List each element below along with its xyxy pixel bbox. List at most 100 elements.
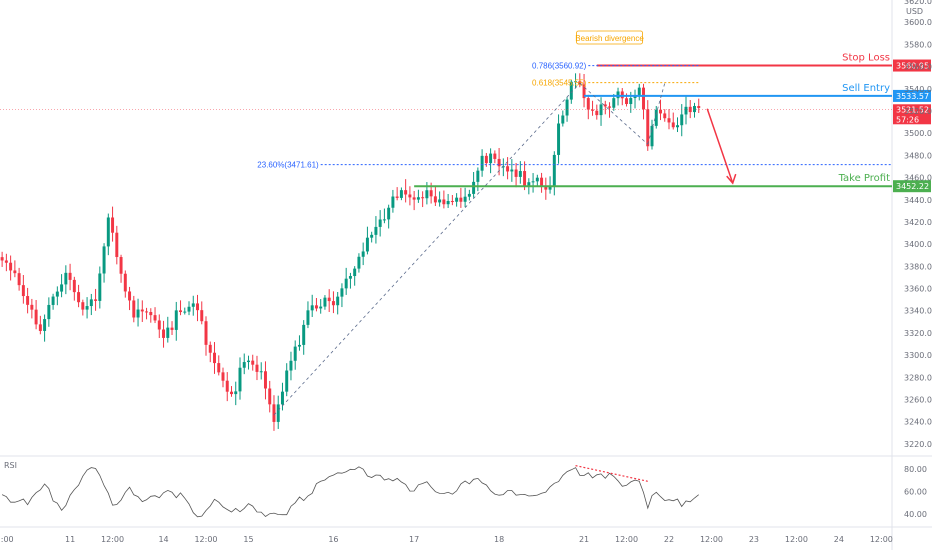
price-tick-label: 3340.00 [904, 307, 932, 316]
candle [510, 169, 514, 172]
rsi-pane: RSI 40.00 60.00 80.00 [1, 461, 927, 519]
candle [544, 186, 548, 190]
candle [344, 278, 348, 289]
price-tick-label: 3240.00 [904, 418, 932, 427]
candle [421, 197, 425, 199]
candle [9, 262, 13, 271]
candle [251, 360, 255, 365]
candle [489, 153, 493, 164]
candle [382, 219, 386, 221]
candle [574, 81, 578, 83]
candle [336, 296, 340, 306]
candle [642, 87, 646, 110]
current-price-tag [893, 104, 931, 125]
candle [242, 362, 246, 368]
projection-arrow [706, 108, 734, 184]
candle [374, 226, 378, 235]
candle [293, 346, 297, 361]
candle [43, 319, 47, 331]
price-tick-label: 3560.00 [904, 63, 932, 72]
candle [370, 234, 374, 238]
candle [608, 106, 612, 108]
candle [115, 232, 119, 258]
candle [85, 306, 89, 310]
candle [595, 110, 599, 116]
candle [408, 194, 412, 198]
candle [166, 327, 170, 338]
candle [472, 181, 476, 194]
candle [234, 391, 238, 395]
candle [663, 113, 667, 119]
candle [654, 109, 658, 126]
candle [276, 404, 280, 422]
time-tick-label: 12:00 [700, 535, 723, 544]
candle [667, 118, 671, 123]
level-name: Sell Entry [842, 83, 890, 94]
rsi-tick-label: 80.00 [904, 465, 927, 474]
candle [680, 114, 684, 126]
candle [128, 291, 132, 301]
candle [361, 251, 365, 257]
candle [591, 109, 595, 111]
time-tick-label: 16 [328, 535, 338, 544]
candle [684, 106, 688, 115]
candle [625, 98, 629, 105]
candle [179, 310, 183, 313]
candle [612, 98, 616, 108]
candle [102, 246, 106, 274]
divergence-label: Bearish divergence [575, 34, 644, 43]
candle [136, 309, 140, 318]
candle [463, 196, 467, 202]
candle [72, 279, 76, 293]
candle [98, 273, 102, 301]
candle [616, 91, 620, 99]
candle [225, 380, 229, 392]
candle [582, 84, 586, 99]
candle [26, 296, 30, 305]
candle [319, 306, 323, 309]
time-tick-label: 21 [579, 535, 589, 544]
candle [230, 391, 233, 395]
candle [425, 190, 429, 199]
candle [106, 217, 110, 247]
time-tick-label: 18 [494, 535, 504, 544]
rsi-label: RSI [4, 461, 17, 470]
candle [149, 311, 153, 316]
candle [157, 320, 161, 330]
price-tick-label: 3420.00 [904, 218, 932, 227]
candle [119, 257, 123, 274]
candle [191, 303, 195, 307]
candle [204, 321, 208, 345]
price-tick-label: 3600.00 [904, 18, 932, 27]
candle [153, 315, 157, 321]
swing-line [273, 82, 581, 416]
candle [557, 123, 561, 155]
level-tag [893, 180, 931, 193]
candle [272, 404, 276, 422]
level-price-label: 3560.95 [896, 62, 929, 71]
candle [692, 106, 696, 113]
candle [399, 190, 403, 198]
time-tick-label: 12:00 [870, 535, 893, 544]
candle [306, 310, 310, 325]
rsi-line [1, 466, 699, 518]
candle [353, 268, 357, 277]
candle [145, 311, 149, 313]
candle [302, 324, 306, 345]
candle [697, 106, 701, 109]
candle [285, 370, 289, 392]
time-tick-label: 23 [749, 535, 759, 544]
candle [391, 196, 395, 208]
candle [327, 297, 331, 302]
candle [77, 292, 81, 303]
candle [246, 360, 250, 363]
currency-label: USD [906, 7, 923, 16]
candle [187, 306, 191, 312]
time-tick-label: 15 [243, 535, 253, 544]
candle [646, 109, 650, 147]
candle [162, 329, 166, 338]
candle [297, 344, 301, 347]
